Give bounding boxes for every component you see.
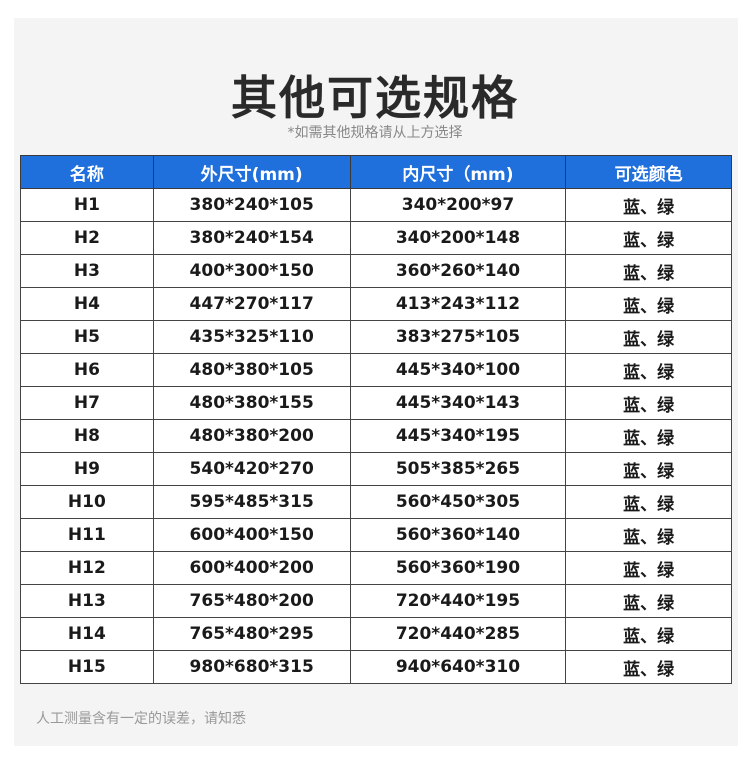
cell-color: 蓝、绿 <box>565 188 732 222</box>
cell-name: H11 <box>20 518 154 552</box>
cell-inner-size: 940*640*310 <box>349 650 567 684</box>
cell-name: H10 <box>20 485 154 519</box>
table-row: H4 447*270*117 413*243*112 蓝、绿 <box>20 287 732 321</box>
spec-table: 名称 外尺寸(mm) 内尺寸（mm) 可选颜色 H1 380*240*105 340… <box>20 155 732 684</box>
cell-color: 蓝、绿 <box>565 221 732 255</box>
cell-name: H12 <box>20 551 154 585</box>
footnote: 人工测量含有一定的误差，请知悉 <box>36 711 246 727</box>
header-outer-size: 外尺寸(mm) <box>152 155 351 189</box>
cell-outer-size: 980*680*315 <box>152 650 351 684</box>
cell-name: H4 <box>20 287 154 321</box>
cell-inner-size: 560*360*190 <box>349 551 567 585</box>
cell-name: H7 <box>20 386 154 420</box>
cell-outer-size: 765*480*295 <box>152 617 351 651</box>
table-row: H13 765*480*200 720*440*195 蓝、绿 <box>20 584 732 618</box>
cell-color: 蓝、绿 <box>565 518 732 552</box>
cell-color: 蓝、绿 <box>565 584 732 618</box>
cell-color: 蓝、绿 <box>565 617 732 651</box>
cell-inner-size: 445*340*195 <box>349 419 567 453</box>
cell-color: 蓝、绿 <box>565 320 732 354</box>
cell-outer-size: 480*380*155 <box>152 386 351 420</box>
header-color: 可选颜色 <box>565 155 732 189</box>
cell-name: H15 <box>20 650 154 684</box>
table-row: H3 400*300*150 360*260*140 蓝、绿 <box>20 254 732 288</box>
cell-color: 蓝、绿 <box>565 287 732 321</box>
cell-inner-size: 560*450*305 <box>349 485 567 519</box>
table-row: H11 600*400*150 560*360*140 蓝、绿 <box>20 518 732 552</box>
cell-inner-size: 505*385*265 <box>349 452 567 486</box>
table-row: H7 480*380*155 445*340*143 蓝、绿 <box>20 386 732 420</box>
cell-outer-size: 540*420*270 <box>152 452 351 486</box>
cell-color: 蓝、绿 <box>565 386 732 420</box>
cell-name: H8 <box>20 419 154 453</box>
cell-outer-size: 765*480*200 <box>152 584 351 618</box>
cell-color: 蓝、绿 <box>565 650 732 684</box>
cell-outer-size: 600*400*200 <box>152 551 351 585</box>
cell-inner-size: 445*340*100 <box>349 353 567 387</box>
cell-inner-size: 720*440*285 <box>349 617 567 651</box>
table-row: H8 480*380*200 445*340*195 蓝、绿 <box>20 419 732 453</box>
cell-name: H3 <box>20 254 154 288</box>
table-row: H12 600*400*200 560*360*190 蓝、绿 <box>20 551 732 585</box>
cell-name: H5 <box>20 320 154 354</box>
page-subtitle: *如需其他规格请从上方选择 <box>287 125 463 141</box>
cell-outer-size: 380*240*154 <box>152 221 351 255</box>
cell-inner-size: 560*360*140 <box>349 518 567 552</box>
cell-color: 蓝、绿 <box>565 353 732 387</box>
cell-inner-size: 360*260*140 <box>349 254 567 288</box>
table-row: H10 595*485*315 560*450*305 蓝、绿 <box>20 485 732 519</box>
cell-color: 蓝、绿 <box>565 551 732 585</box>
cell-name: H9 <box>20 452 154 486</box>
cell-name: H13 <box>20 584 154 618</box>
header-inner-size: 内尺寸（mm) <box>349 155 567 189</box>
cell-inner-size: 445*340*143 <box>349 386 567 420</box>
table-row: H6 480*380*105 445*340*100 蓝、绿 <box>20 353 732 387</box>
cell-name: H6 <box>20 353 154 387</box>
cell-outer-size: 380*240*105 <box>152 188 351 222</box>
cell-outer-size: 480*380*200 <box>152 419 351 453</box>
cell-color: 蓝、绿 <box>565 254 732 288</box>
cell-name: H1 <box>20 188 154 222</box>
table-header-row: 名称 外尺寸(mm) 内尺寸（mm) 可选颜色 <box>20 155 732 189</box>
cell-outer-size: 595*485*315 <box>152 485 351 519</box>
table-row: H9 540*420*270 505*385*265 蓝、绿 <box>20 452 732 486</box>
cell-inner-size: 340*200*97 <box>349 188 567 222</box>
cell-outer-size: 600*400*150 <box>152 518 351 552</box>
cell-color: 蓝、绿 <box>565 485 732 519</box>
cell-outer-size: 480*380*105 <box>152 353 351 387</box>
cell-name: H14 <box>20 617 154 651</box>
cell-outer-size: 400*300*150 <box>152 254 351 288</box>
cell-inner-size: 340*200*148 <box>349 221 567 255</box>
cell-color: 蓝、绿 <box>565 452 732 486</box>
cell-outer-size: 447*270*117 <box>152 287 351 321</box>
cell-color: 蓝、绿 <box>565 419 732 453</box>
cell-outer-size: 435*325*110 <box>152 320 351 354</box>
table-row: H14 765*480*295 720*440*285 蓝、绿 <box>20 617 732 651</box>
table-row: H5 435*325*110 383*275*105 蓝、绿 <box>20 320 732 354</box>
cell-inner-size: 720*440*195 <box>349 584 567 618</box>
table-row: H15 980*680*315 940*640*310 蓝、绿 <box>20 650 732 684</box>
page-title: 其他可选规格 <box>231 71 519 125</box>
cell-inner-size: 383*275*105 <box>349 320 567 354</box>
table-row: H2 380*240*154 340*200*148 蓝、绿 <box>20 221 732 255</box>
cell-name: H2 <box>20 221 154 255</box>
header-name: 名称 <box>20 155 154 189</box>
table-row: H1 380*240*105 340*200*97 蓝、绿 <box>20 188 732 222</box>
cell-inner-size: 413*243*112 <box>349 287 567 321</box>
